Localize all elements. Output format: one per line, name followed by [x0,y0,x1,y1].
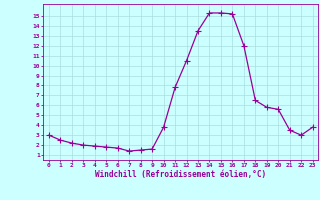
X-axis label: Windchill (Refroidissement éolien,°C): Windchill (Refroidissement éolien,°C) [95,170,266,179]
